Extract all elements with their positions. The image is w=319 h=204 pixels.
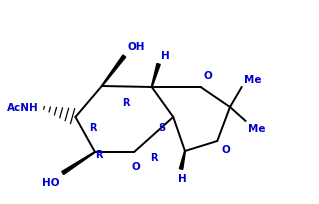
Text: Me: Me <box>248 123 265 133</box>
Text: S: S <box>158 122 165 132</box>
Text: R: R <box>122 98 130 108</box>
Text: O: O <box>204 71 212 81</box>
Text: R: R <box>150 152 158 162</box>
Text: H: H <box>160 51 169 61</box>
Text: OH: OH <box>127 42 145 52</box>
Text: Me: Me <box>244 75 261 85</box>
Text: O: O <box>221 144 230 154</box>
Polygon shape <box>101 56 126 87</box>
Text: R: R <box>95 149 102 159</box>
Polygon shape <box>151 64 160 88</box>
Text: HO: HO <box>42 177 60 187</box>
Text: H: H <box>178 173 186 183</box>
Polygon shape <box>179 151 185 170</box>
Text: O: O <box>132 161 140 171</box>
Text: AcNH: AcNH <box>6 102 38 112</box>
Text: R: R <box>89 122 97 132</box>
Polygon shape <box>62 152 95 175</box>
